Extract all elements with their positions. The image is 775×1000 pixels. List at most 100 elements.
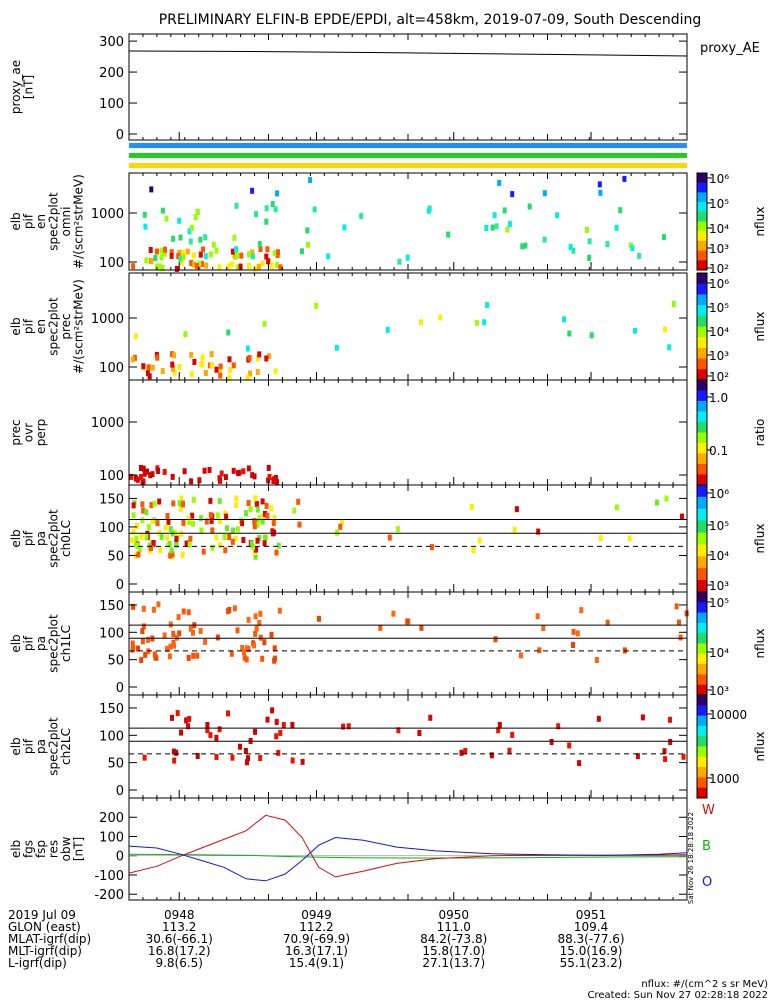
- spectrogram-pixel: [258, 246, 263, 252]
- footer-units: nflux: #/(cm^2 s sr MeV): [641, 979, 768, 990]
- spectrogram-pixel: [240, 520, 245, 527]
- spectrogram-pixel: [140, 628, 145, 635]
- spectrogram-pixel: [568, 244, 573, 250]
- spectrogram-pixel: [256, 263, 261, 270]
- spectrogram-pixel: [192, 261, 196, 268]
- spectrogram-pixel: [605, 241, 610, 248]
- spectrogram-pixel: [395, 526, 400, 533]
- colorbar-tick-label-5-1: 10⁴: [709, 646, 729, 660]
- spectrogram-pixel: [178, 506, 183, 513]
- spectrogram-pixel: [234, 495, 239, 502]
- spectrogram-pixel: [264, 205, 269, 212]
- spectrogram-pixel: [239, 252, 244, 259]
- colorbar-segment: [697, 612, 707, 624]
- colorbar-segment: [697, 173, 707, 184]
- spectrogram-pixel: [262, 540, 267, 547]
- ylabel-line-1-5: #/(scm²strMeV): [72, 174, 86, 269]
- footer-value-3-3: 15.0(16.9): [560, 944, 623, 958]
- spectrogram-pixel: [219, 470, 224, 477]
- spectrogram-pixel: [218, 372, 223, 379]
- colorbar-tick-label-2-2: 10⁴: [709, 325, 729, 339]
- spectrogram-pixel: [227, 534, 232, 540]
- colorbar-frame-1: [696, 172, 708, 271]
- ylabel-line-6-1: pif: [22, 738, 36, 754]
- colorbar-segment: [697, 633, 707, 644]
- spectrogram-pixel: [218, 363, 223, 370]
- spectrogram-pixel: [223, 547, 228, 554]
- spectrogram-pixel: [174, 749, 179, 756]
- spectrogram-pixel: [605, 619, 610, 626]
- spectrogram-pixel: [131, 502, 136, 509]
- spectrogram-pixel: [205, 727, 210, 734]
- spectrogram-pixel: [276, 542, 281, 549]
- spectrogram-pixel: [184, 717, 189, 724]
- spectrogram-pixel: [195, 208, 200, 215]
- spectrogram-pixel: [170, 361, 175, 368]
- spectrogram-pixel: [189, 224, 194, 231]
- spectrogram-pixel: [663, 756, 668, 763]
- spectrogram-pixel: [188, 535, 193, 542]
- colorbar-segment: [697, 568, 707, 581]
- colorbar-segment: [697, 684, 707, 696]
- colorbar-tick-label-5-0: 10⁵: [709, 596, 729, 610]
- spectrogram-pixel: [134, 535, 139, 542]
- ylabel-line-0-1: [nT]: [22, 75, 36, 99]
- colorbar-tick-label-4-1: 10⁵: [709, 519, 729, 533]
- spectrogram-pixel: [177, 249, 182, 256]
- fgs-legend-O: O: [702, 875, 712, 890]
- spectrogram-pixel: [255, 369, 260, 376]
- spectrogram-pixel: [249, 540, 254, 547]
- spectrogram-pixel: [160, 265, 165, 271]
- ylabel-line-7-3: res: [47, 840, 61, 858]
- y-tick-label-3-0: 1000: [91, 416, 124, 431]
- spectrogram-pixel: [244, 645, 249, 652]
- colorbar-segment: [697, 653, 707, 665]
- footer-value-1-1: 112.2: [299, 920, 333, 934]
- spectrogram-pixel: [253, 613, 258, 620]
- spectrogram-pixel: [270, 528, 275, 535]
- spectrogram-pixel: [203, 234, 208, 241]
- spectrogram-pixel: [146, 636, 150, 643]
- spectrogram-pixel: [171, 235, 176, 242]
- colorbar-segment: [697, 602, 707, 614]
- spectrogram-pixel: [199, 515, 204, 522]
- spectrogram-pixel: [208, 251, 213, 258]
- spectrogram-pixel: [405, 254, 410, 261]
- spectrogram-pixel: [264, 502, 269, 509]
- ylabel-line-6-3: spec2plot: [47, 717, 61, 776]
- spectrogram-pixel: [232, 234, 237, 241]
- spectrogram-pixel: [156, 601, 161, 608]
- spectrogram-pixel: [189, 260, 194, 266]
- spectrogram-pixel: [510, 191, 515, 198]
- spectrogram-pixel: [149, 258, 154, 265]
- spectrogram-pixel: [598, 189, 603, 196]
- spectrogram-pixel: [171, 748, 176, 755]
- spectrogram-pixel: [208, 497, 213, 504]
- spectrogram-pixel: [265, 246, 270, 253]
- spectrogram-pixel: [571, 628, 576, 635]
- spectrogram-pixel: [520, 243, 525, 250]
- spectrogram-pixel: [199, 361, 204, 368]
- spectrogram-pixel: [290, 757, 295, 764]
- colorbar-segment: [697, 556, 707, 569]
- spectrogram-pixel: [199, 527, 204, 534]
- spectrogram-pixel: [490, 224, 495, 231]
- spectrogram-pixel: [250, 472, 255, 479]
- y-tick-label-6-3: 0: [116, 784, 124, 799]
- spectrogram-pixel: [575, 630, 580, 637]
- spectrogram-pixel: [278, 264, 283, 271]
- spectrogram-pixel: [252, 642, 257, 649]
- spectrogram-pixel: [240, 645, 245, 651]
- spectrogram-pixel: [471, 547, 476, 554]
- spectrogram-pixel: [160, 368, 165, 374]
- ylabel-line-0-0: proxy_ae: [9, 60, 23, 114]
- spectrogram-pixel: [152, 651, 157, 658]
- spectrogram-pixel: [130, 646, 135, 653]
- footer-value-0-0: 0948: [164, 908, 195, 922]
- spectrogram-pixel: [234, 502, 239, 509]
- spectrogram-pixel: [238, 743, 242, 750]
- colorbar-segment: [697, 580, 707, 593]
- spectrogram-pixel: [255, 537, 260, 544]
- spectrogram-pixel: [217, 498, 222, 505]
- ylabel-line-4-0: elb: [9, 529, 23, 547]
